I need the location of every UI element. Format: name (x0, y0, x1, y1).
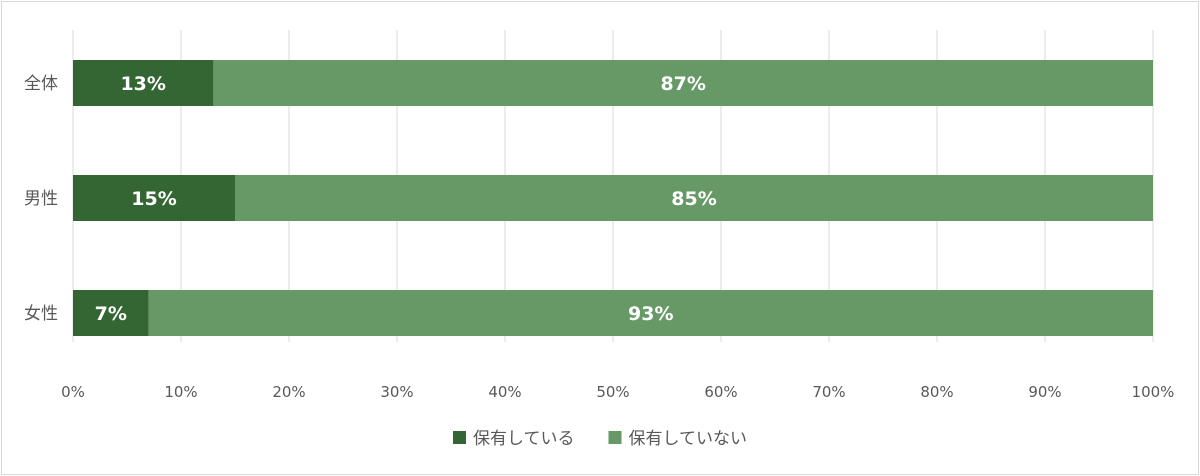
x-tick-label: 50% (596, 383, 629, 401)
data-label: 93% (628, 303, 673, 325)
data-label: 87% (660, 73, 705, 95)
x-tick-label: 90% (1028, 383, 1061, 401)
bar-segment (73, 60, 214, 106)
legend-label: 保有していない (629, 429, 748, 449)
data-labels: 13% 87% 15% 85% 7% 93% (95, 73, 717, 325)
x-tick-label: 70% (812, 383, 845, 401)
value-axis: 0% 10% 20% 30% 40% 50% 60% 70% 80% 90% 100% (61, 383, 1174, 401)
bar-segment (148, 290, 1154, 336)
legend-item: 保有している (453, 429, 575, 449)
bar-segment (213, 60, 1153, 106)
bar-segment (73, 175, 235, 221)
x-tick-label: 30% (380, 383, 413, 401)
legend-swatch (608, 431, 622, 444)
x-tick-label: 10% (164, 383, 197, 401)
x-tick-label: 60% (704, 383, 737, 401)
bar-segment (73, 290, 149, 336)
x-tick-label: 100% (1132, 383, 1175, 401)
legend: 保有している 保有していない (453, 429, 747, 449)
x-tick-label: 80% (920, 383, 953, 401)
x-tick-label: 0% (61, 383, 85, 401)
category-label: 女性 (24, 304, 58, 324)
category-label: 男性 (24, 189, 58, 209)
data-label: 13% (120, 73, 165, 95)
legend-label: 保有している (473, 429, 575, 449)
data-label: 15% (131, 188, 176, 210)
legend-swatch (453, 431, 466, 444)
bars (73, 60, 1154, 336)
bar-segment (235, 175, 1153, 221)
x-tick-label: 40% (488, 383, 521, 401)
legend-item: 保有していない (608, 429, 748, 449)
category-label: 全体 (24, 74, 58, 94)
data-label: 7% (95, 303, 127, 325)
data-label: 85% (671, 188, 716, 210)
x-tick-label: 20% (272, 383, 305, 401)
